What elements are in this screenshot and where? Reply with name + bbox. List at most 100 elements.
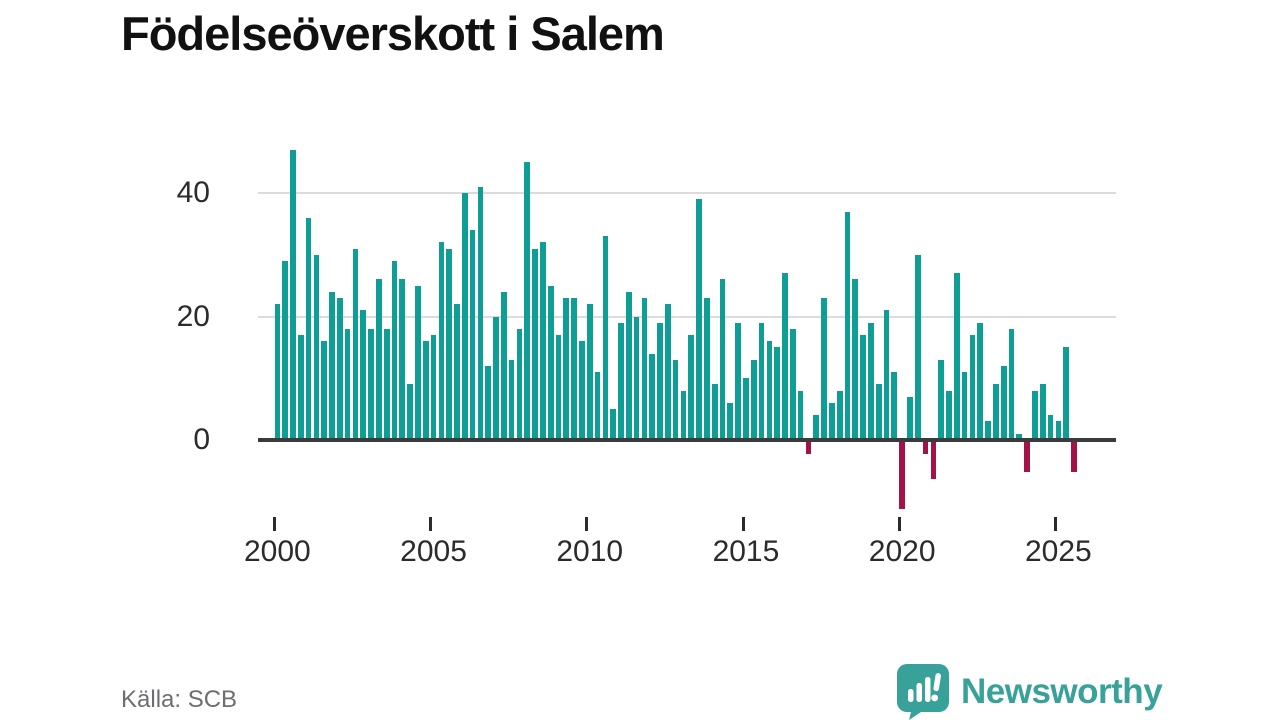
bar-2000-Q2 (282, 260, 288, 440)
bar-2011-Q2 (625, 291, 632, 440)
bar-2015-Q2 (750, 359, 757, 440)
bar-2015-Q4 (766, 341, 773, 440)
bar-2022-Q2 (969, 335, 976, 440)
x-tick-label-2005: 2005 (400, 535, 467, 568)
bar-2004-Q3 (415, 285, 421, 440)
x-tick-2020 (897, 517, 901, 531)
bar-2021-Q2 (938, 359, 945, 440)
bar-2000-Q3 (290, 149, 296, 440)
bar-2014-Q2 (719, 279, 726, 440)
bar-2016-Q1 (774, 347, 781, 440)
bar-2016-Q3 (789, 328, 796, 440)
bar-2006-Q1 (461, 193, 468, 440)
bar-2011-Q3 (633, 316, 640, 440)
bar-2012-Q4 (672, 359, 679, 440)
bar-2009-Q3 (571, 297, 577, 440)
bar-2002-Q1 (336, 297, 343, 440)
x-tick-label-2020: 2020 (868, 535, 936, 568)
bar-2006-Q3 (477, 186, 484, 440)
bar-2011-Q4 (641, 297, 648, 440)
bar-2003-Q1 (368, 328, 374, 440)
bar-2004-Q2 (407, 384, 413, 440)
bar-2002-Q3 (352, 248, 359, 440)
x-tick-2010 (585, 517, 589, 531)
bar-2006-Q4 (485, 365, 492, 440)
x-tick-label-2015: 2015 (712, 535, 780, 568)
x-tick-label-2000: 2000 (243, 535, 311, 568)
gridline-20 (258, 315, 1116, 318)
bar-2019-Q3 (883, 310, 890, 440)
bar-2019-Q4 (891, 372, 898, 440)
bar-2009-Q4 (579, 341, 585, 440)
bar-2011-Q1 (618, 322, 624, 440)
bar-2008-Q3 (540, 242, 546, 440)
bar-2024-Q1 (1024, 441, 1030, 473)
bar-2023-Q2 (1000, 365, 1007, 440)
bar-2000-Q4 (297, 335, 304, 440)
bar-2001-Q1 (305, 217, 312, 440)
bar-2024-Q4 (1047, 415, 1054, 440)
bar-2017-Q3 (821, 297, 827, 440)
bar-2010-Q4 (610, 409, 617, 440)
bar-2017-Q4 (829, 402, 835, 440)
bar-2007-Q1 (493, 316, 499, 440)
x-tick-2000 (273, 517, 276, 531)
bar-2002-Q2 (344, 328, 351, 440)
bar-2025-Q1 (1055, 421, 1062, 440)
bar-2003-Q4 (391, 260, 398, 440)
bar-2013-Q2 (688, 335, 695, 440)
bar-2018-Q4 (860, 335, 866, 440)
bar-2008-Q1 (524, 162, 531, 440)
bar-2005-Q3 (446, 248, 452, 440)
x-tick-2015 (741, 517, 745, 531)
y-tick-label-20: 20 (176, 299, 210, 333)
bar-2018-Q2 (844, 211, 851, 440)
bar-2018-Q1 (836, 390, 843, 440)
bar-2008-Q2 (532, 248, 538, 440)
bar-2018-Q3 (852, 279, 859, 440)
bar-2022-Q3 (977, 322, 984, 440)
page-title: Födelseöverskott i Salem (121, 7, 665, 60)
newsworthy-logo: Newsworthy (897, 664, 1163, 720)
bar-2004-Q4 (422, 341, 429, 440)
bar-2022-Q4 (985, 421, 991, 440)
bar-2007-Q2 (500, 291, 507, 440)
newsworthy-logo-text: Newsworthy (961, 672, 1163, 711)
y-tick-label-40: 40 (176, 176, 210, 209)
bar-2000-Q1 (274, 304, 281, 440)
bar-2019-Q1 (868, 322, 874, 440)
bar-2007-Q4 (516, 328, 523, 440)
bar-2008-Q4 (547, 285, 554, 440)
bar-2013-Q4 (704, 297, 710, 440)
gridline-40 (258, 192, 1116, 194)
bar-2020-Q2 (907, 396, 913, 440)
bar-2005-Q1 (430, 335, 437, 440)
bar-2010-Q1 (586, 304, 593, 440)
x-tick-2005 (429, 517, 433, 531)
bar-2019-Q2 (875, 384, 882, 440)
bar-2016-Q2 (782, 273, 788, 440)
bar-2012-Q1 (649, 353, 656, 440)
bar-2021-Q1 (930, 441, 937, 479)
x-tick-label-2010: 2010 (556, 535, 624, 568)
bar-2002-Q4 (360, 310, 367, 440)
bar-2010-Q2 (594, 372, 601, 440)
bar-2012-Q3 (665, 304, 671, 440)
y-tick-label-0: 0 (193, 423, 210, 456)
bar-2023-Q1 (993, 384, 999, 440)
bar-2013-Q3 (696, 199, 702, 440)
bar-2001-Q2 (313, 254, 320, 440)
bar-2003-Q2 (376, 279, 382, 440)
x-tick-label-2025: 2025 (1024, 535, 1092, 568)
bar-2001-Q3 (321, 341, 328, 440)
bar-2020-Q4 (922, 441, 929, 454)
bar-2005-Q4 (454, 304, 460, 440)
bar-2012-Q2 (657, 322, 663, 440)
bar-2001-Q4 (329, 291, 335, 440)
bar-2023-Q4 (1016, 433, 1023, 440)
bar-2007-Q3 (508, 359, 515, 440)
bar-2020-Q1 (899, 441, 905, 510)
bar-2005-Q2 (438, 242, 445, 440)
